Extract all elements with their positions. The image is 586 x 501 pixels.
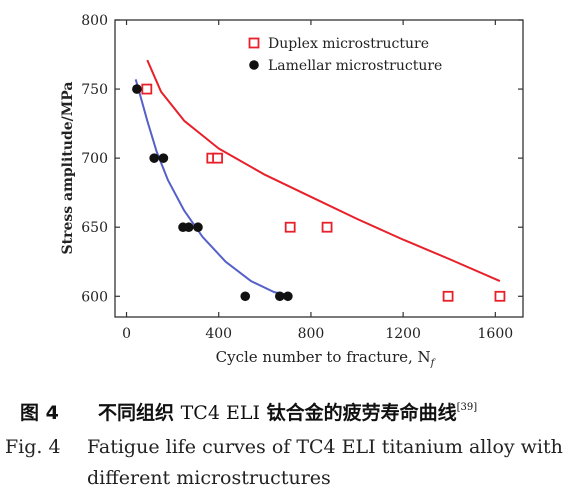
y-axis-label: Stress amplitude/MPa [60,82,76,255]
data-point-lamellar [132,84,142,94]
x-axis-ticks: 0 400 800 1200 1600 [122,20,513,342]
x-axis-label-subscript: f [430,358,437,369]
legend-label-duplex: Duplex microstructure [268,36,429,52]
data-point-duplex [141,83,153,95]
caption-zh-reference: [39] [456,402,478,413]
caption-zh-latin: TC4 ELI [180,402,260,424]
y-tick-label: 650 [81,220,108,236]
caption-zh-text-b: 钛合金的疲劳寿命曲线 [259,402,457,424]
data-point-duplex [494,290,506,302]
data-point-lamellar [283,291,293,302]
fatigue-chart: 600 650 700 750 800 0 400 800 1200 1600 Duplex m… [60,13,524,369]
x-tick-label: 800 [298,326,325,342]
data-point-lamellar [149,153,159,163]
y-axis-ticks: 600 650 700 750 800 [81,13,523,305]
caption-chinese: 图 4 不同组织 TC4 ELI 钛合金的疲劳寿命曲线[39] [20,398,580,425]
caption-zh-figure-number: 图 4 [20,402,59,424]
x-tick-label: 400 [205,326,232,342]
y-tick-label: 600 [81,289,108,305]
data-point-lamellar [183,222,194,233]
x-tick-label: 0 [122,326,131,342]
caption-en-line1: Fatigue life curves of TC4 ELI titanium … [87,436,563,458]
data-point-lamellar [240,291,251,302]
plot-frame [114,19,524,318]
fit-curve-duplex [146,59,501,283]
caption-zh-text-a: 不同组织 [98,402,181,424]
legend-marker-lamellar [249,60,259,70]
data-point-duplex [321,221,333,233]
fit-curve-lamellar [134,79,289,296]
data-point-lamellar [193,222,203,233]
caption-en-line2: different microstructures [87,467,331,489]
data-points [132,83,506,302]
legend: Duplex microstructure Lamellar microstru… [248,36,442,74]
caption-english: Fig. 4 Fatigue life curves of TC4 ELI tit… [5,432,583,494]
caption-en-figure-number: Fig. 4 [5,436,61,458]
x-tick-label: 1200 [385,326,421,342]
data-point-lamellar [158,153,169,163]
legend-marker-duplex [248,37,260,49]
y-tick-label: 750 [81,82,108,98]
data-point-lamellar [275,291,285,302]
data-point-duplex [442,290,454,302]
legend-label-lamellar: Lamellar microstructure [268,58,442,74]
x-axis-label: Cycle number to fracture, Nf [216,348,437,369]
data-point-duplex [212,152,223,164]
y-tick-label: 700 [81,151,108,167]
y-tick-label: 800 [81,13,108,29]
x-tick-label: 1600 [478,326,514,342]
data-point-duplex [284,221,296,233]
fit-curves [134,59,501,296]
